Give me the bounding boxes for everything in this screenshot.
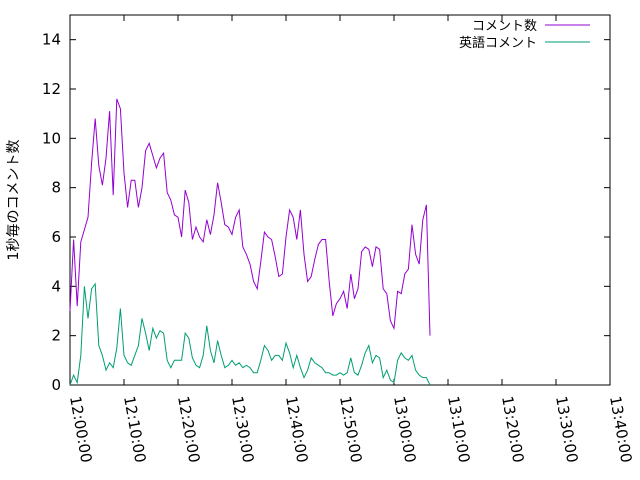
y-axis: 0 2 4 6 8 10 12 14 [42, 31, 610, 394]
series-layer [69, 98, 431, 386]
x-tick-label: 12:30:00 [228, 395, 257, 464]
x-tick-label: 13:40:00 [606, 395, 635, 464]
x-tick-label: 12:10:00 [120, 395, 149, 464]
plot-frame [69, 14, 611, 386]
y-tick-label: 6 [51, 228, 61, 246]
legend-label: コメント数 [472, 19, 537, 34]
y-tick-label: 0 [51, 376, 61, 394]
y-tick-label: 14 [42, 31, 61, 49]
y-tick-label: 4 [51, 277, 61, 295]
x-tick-label: 12:40:00 [282, 395, 311, 464]
legend-label: 英語コメント [459, 35, 537, 51]
series-line [69, 282, 431, 386]
x-tick-label: 13:20:00 [498, 395, 527, 464]
y-tick-label: 10 [42, 129, 61, 147]
x-axis: 12:00:00 12:10:00 12:20:00 12:30:00 12:40:00… [66, 15, 635, 464]
y-axis-label: 1秒毎のコメント数 [6, 140, 22, 261]
y-tick-label: 8 [51, 179, 61, 197]
x-tick-label: 13:30:00 [552, 395, 581, 464]
series-line [69, 98, 431, 336]
y-tick-label: 2 [51, 327, 61, 345]
x-tick-label: 12:00:00 [66, 395, 95, 464]
y-tick-label: 12 [42, 80, 61, 98]
x-tick-label: 13:00:00 [390, 395, 419, 464]
x-tick-label: 12:50:00 [336, 395, 365, 464]
x-tick-label: 12:20:00 [174, 395, 203, 464]
x-tick-label: 13:10:00 [444, 395, 473, 464]
